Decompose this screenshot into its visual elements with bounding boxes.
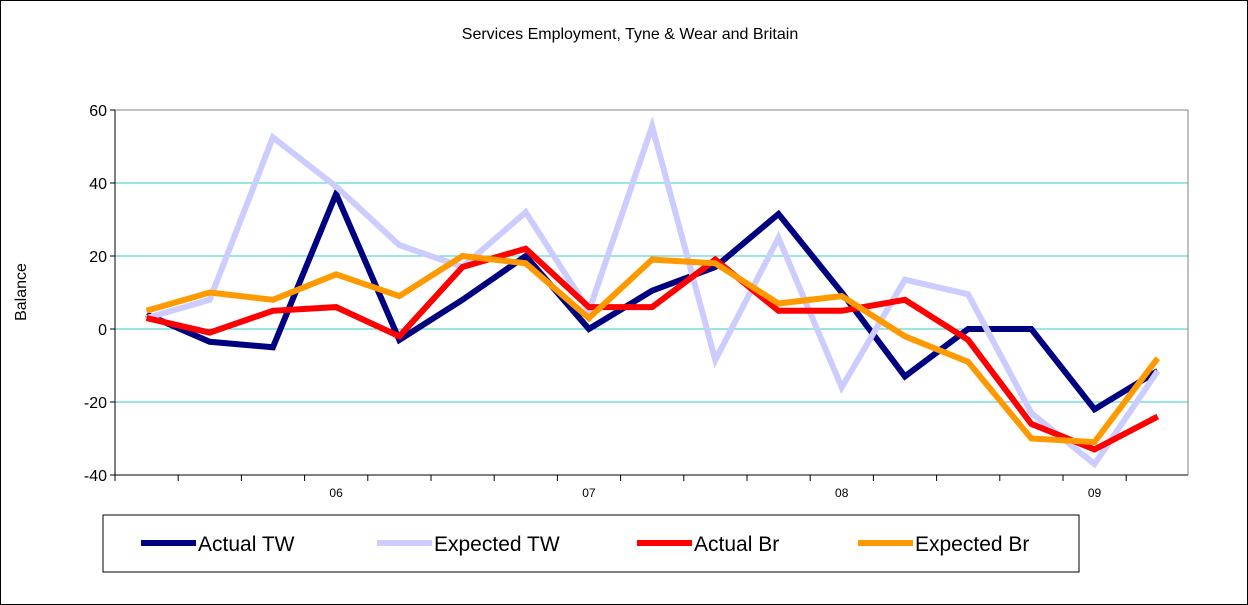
series-line-1: [145, 186, 1160, 414]
y-tick-label: -20: [84, 395, 107, 412]
x-tick-labels: 06 07 08 09: [329, 486, 1101, 500]
axes: [110, 109, 1189, 481]
legend-label: Expected Br: [915, 533, 1029, 556]
x-tick-label: 09: [1088, 486, 1102, 500]
legend-label: Actual Br: [694, 533, 779, 556]
y-tick-labels: 60 40 20 0 -20 -40: [84, 103, 107, 485]
y-tick-label: 40: [89, 176, 107, 193]
series-line-2: [145, 116, 1161, 469]
series-line-4: [145, 252, 1161, 446]
y-tick-label: 0: [98, 322, 107, 339]
chart-title: Services Employment, Tyne & Wear and Bri…: [462, 26, 798, 43]
gridlines: [115, 109, 1188, 403]
legend-box: [102, 514, 1080, 573]
x-tick-label: 08: [835, 486, 849, 500]
y-tick-label: 20: [89, 249, 107, 266]
y-tick-label: 60: [89, 103, 107, 120]
legend-label: Expected TW: [434, 533, 560, 556]
legend: Actual TW Expected TW Actual Br Expected Br: [102, 514, 1080, 573]
series-line-3: [145, 245, 1160, 453]
series-lines: [145, 116, 1161, 469]
y-tick-label: -40: [84, 468, 107, 485]
x-tick-label: 06: [329, 486, 343, 500]
legend-label: Actual TW: [198, 533, 295, 556]
y-axis-label: Balance: [13, 263, 30, 321]
x-tick-label: 07: [582, 486, 596, 500]
